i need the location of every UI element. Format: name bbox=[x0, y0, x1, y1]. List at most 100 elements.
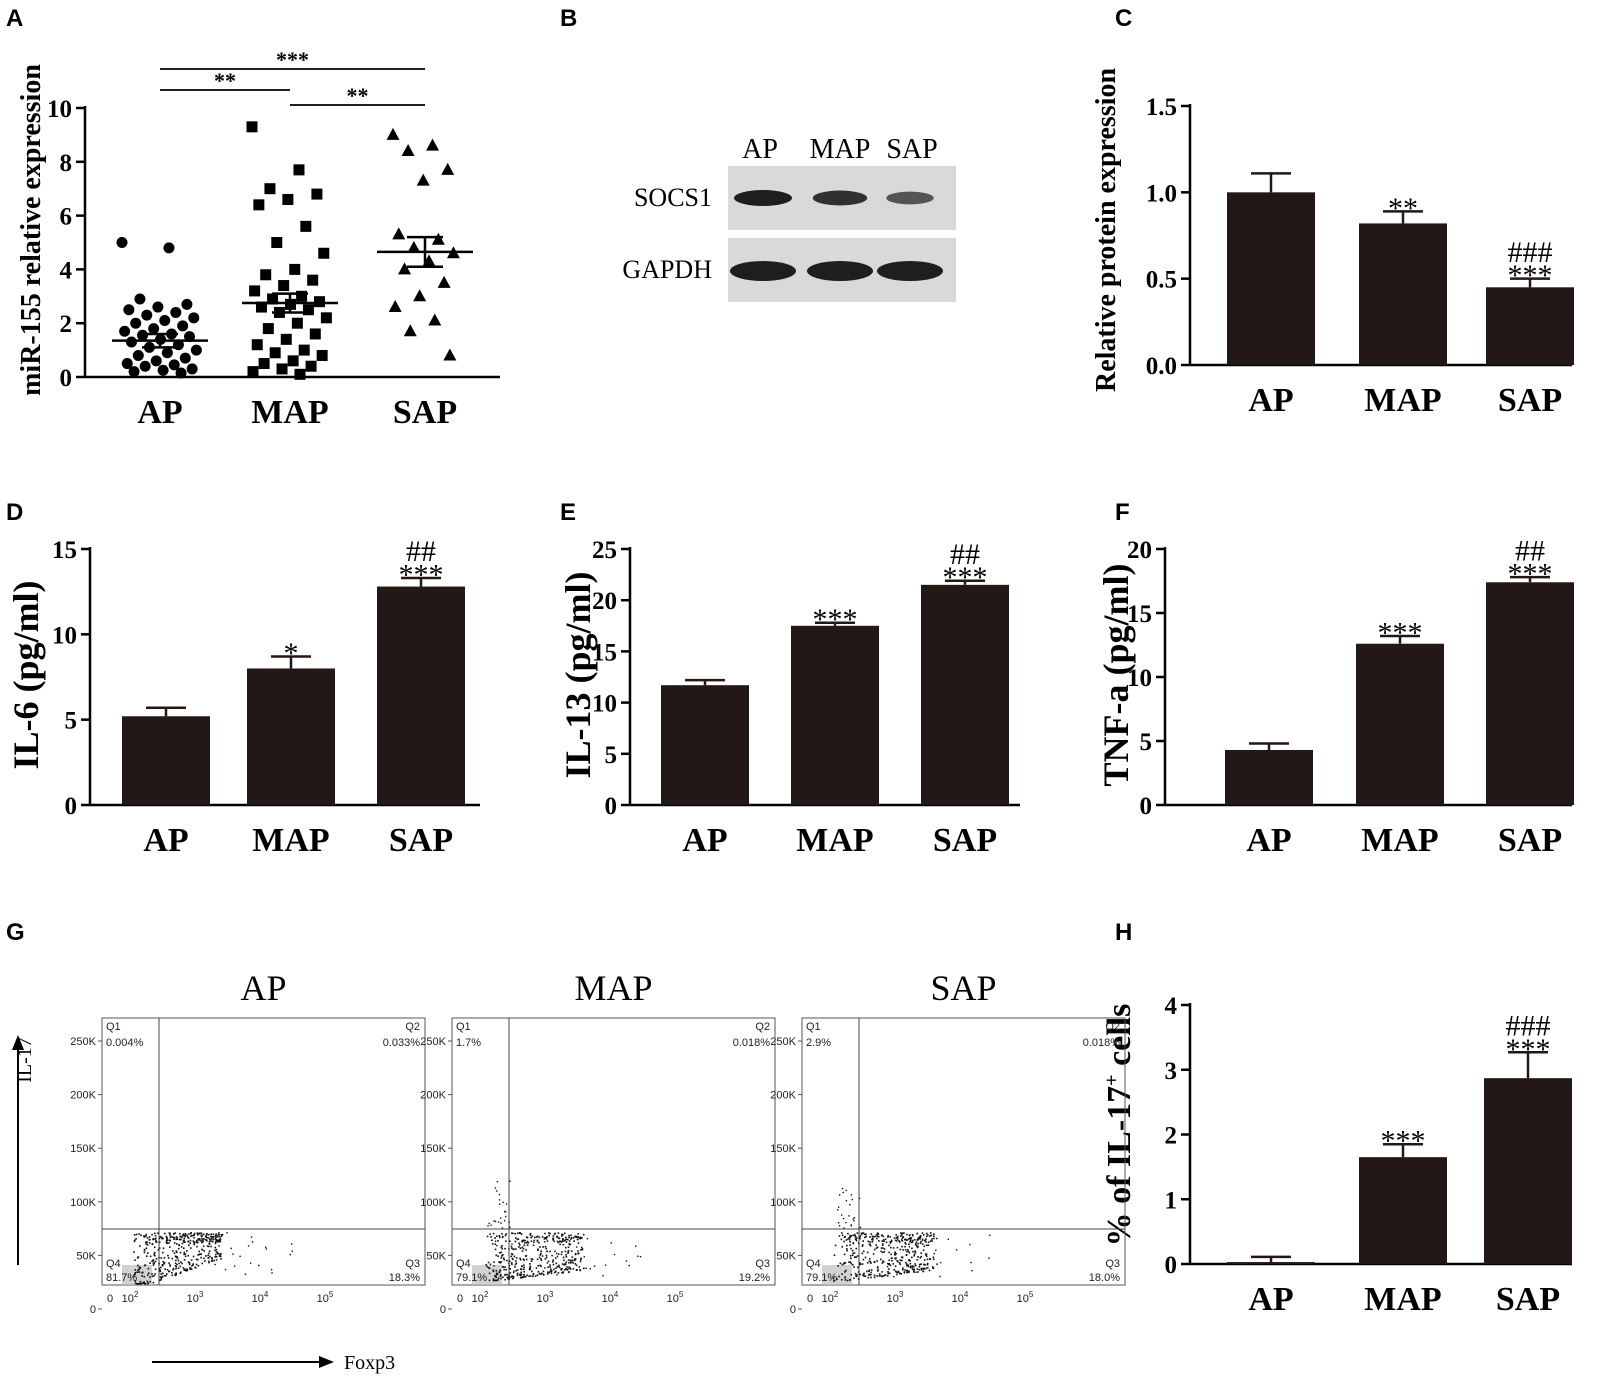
flow-event-dot bbox=[495, 1279, 498, 1282]
flow-event-dot bbox=[495, 1254, 498, 1257]
flow-event-dot bbox=[877, 1235, 880, 1238]
data-point-map bbox=[309, 328, 321, 340]
flow-event-dot bbox=[570, 1261, 572, 1263]
flow-event-dot bbox=[635, 1245, 637, 1247]
flow-x-tick-exp: 5 bbox=[329, 1290, 334, 1299]
flow-event-dot bbox=[202, 1233, 205, 1236]
flow-event-dot bbox=[861, 1252, 864, 1255]
flow-event-dot bbox=[165, 1274, 167, 1277]
data-point-sap bbox=[431, 232, 445, 245]
flow-event-dot bbox=[919, 1257, 922, 1259]
flow-event-dot bbox=[146, 1241, 149, 1244]
flow-event-dot bbox=[897, 1271, 899, 1274]
flow-event-dot bbox=[876, 1237, 878, 1240]
x-tick-label: AP bbox=[682, 822, 727, 859]
flow-event-dot bbox=[159, 1270, 162, 1273]
flow-event-dot bbox=[897, 1260, 899, 1263]
flow-event-dot bbox=[208, 1233, 210, 1236]
flow-event-dot bbox=[498, 1199, 501, 1201]
flow-event-dot bbox=[861, 1232, 863, 1235]
flow-event-dot bbox=[868, 1260, 870, 1262]
flow-event-dot bbox=[895, 1273, 898, 1276]
flow-event-dot bbox=[535, 1267, 538, 1269]
flow-event-dot bbox=[535, 1236, 538, 1238]
flow-event-dot bbox=[892, 1263, 895, 1265]
flow-event-dot bbox=[565, 1253, 567, 1256]
flow-event-dot bbox=[137, 1269, 139, 1271]
flow-event-dot bbox=[173, 1242, 176, 1244]
flow-event-dot bbox=[520, 1273, 523, 1276]
flow-event-dot bbox=[911, 1266, 913, 1268]
data-point-map bbox=[267, 293, 279, 305]
flow-event-dot bbox=[843, 1253, 846, 1256]
flow-event-dot bbox=[158, 1268, 161, 1270]
data-point-ap bbox=[184, 331, 196, 343]
flow-event-dot bbox=[507, 1278, 509, 1280]
flow-event-dot bbox=[208, 1238, 211, 1241]
flow-event-dot bbox=[494, 1187, 497, 1189]
flow-event-dot bbox=[134, 1273, 136, 1276]
flow-event-dot bbox=[494, 1243, 497, 1246]
flow-event-dot bbox=[176, 1263, 178, 1266]
y-tick-label: 5 bbox=[1140, 729, 1153, 756]
flow-event-dot bbox=[504, 1234, 507, 1237]
data-point-ap bbox=[130, 317, 142, 329]
flow-event-dot bbox=[862, 1232, 865, 1234]
flow-event-dot bbox=[514, 1232, 516, 1235]
flow-event-dot bbox=[905, 1263, 908, 1265]
flow-event-dot bbox=[910, 1256, 913, 1259]
flow-event-dot bbox=[220, 1233, 223, 1236]
flow-event-dot bbox=[841, 1263, 844, 1266]
flow-event-dot bbox=[138, 1245, 141, 1247]
flow-event-dot bbox=[519, 1258, 522, 1261]
flow-event-dot bbox=[208, 1237, 210, 1239]
flow-event-dot bbox=[566, 1268, 568, 1271]
flow-event-dot bbox=[176, 1238, 179, 1241]
significance-label-hash: ## bbox=[1515, 534, 1545, 567]
flow-event-dot bbox=[581, 1248, 584, 1251]
flow-event-dot bbox=[881, 1240, 883, 1242]
flow-event-dot bbox=[880, 1247, 883, 1249]
flow-event-dot bbox=[158, 1262, 160, 1265]
flow-event-dot bbox=[212, 1238, 215, 1241]
flow-event-dot bbox=[137, 1264, 139, 1267]
flow-quadrant-name: Q3 bbox=[1105, 1258, 1120, 1270]
flow-event-dot bbox=[136, 1257, 139, 1259]
flow-event-dot bbox=[138, 1266, 141, 1269]
flow-event-dot bbox=[911, 1233, 914, 1236]
flow-event-dot bbox=[925, 1232, 928, 1235]
flow-event-dot bbox=[505, 1268, 507, 1271]
flow-event-dot bbox=[843, 1262, 845, 1265]
y-tick-label: 10 bbox=[592, 691, 617, 718]
flow-quadrant-name: Q1 bbox=[456, 1021, 471, 1033]
flow-event-dot bbox=[133, 1251, 135, 1253]
flow-event-dot bbox=[850, 1262, 853, 1265]
y-tick-label: 0 bbox=[65, 793, 78, 820]
flow-event-dot bbox=[568, 1271, 570, 1273]
flow-event-dot bbox=[186, 1236, 189, 1238]
flow-event-dot bbox=[890, 1253, 892, 1256]
data-point-map bbox=[253, 199, 265, 211]
flow-event-dot bbox=[180, 1246, 183, 1248]
flow-event-dot bbox=[589, 1268, 591, 1270]
flow-event-dot bbox=[211, 1240, 214, 1243]
flow-event-dot bbox=[158, 1256, 160, 1259]
flow-x-axis-label: Foxp3 bbox=[344, 1352, 395, 1374]
flow-event-dot bbox=[505, 1273, 508, 1276]
flow-event-dot bbox=[184, 1232, 187, 1235]
flow-event-dot bbox=[521, 1265, 523, 1268]
flow-event-dot bbox=[503, 1268, 505, 1271]
flow-event-dot bbox=[865, 1235, 867, 1238]
flow-event-dot bbox=[503, 1219, 506, 1222]
flow-event-dot bbox=[187, 1254, 190, 1257]
flow-event-dot bbox=[932, 1258, 935, 1261]
significance-label: ** bbox=[347, 83, 369, 108]
flow-event-dot bbox=[522, 1247, 525, 1250]
flow-event-dot bbox=[520, 1271, 522, 1274]
flow-event-dot bbox=[134, 1272, 137, 1274]
flow-event-dot bbox=[504, 1247, 506, 1250]
flow-gray-region bbox=[822, 1265, 852, 1285]
flow-event-dot bbox=[539, 1254, 541, 1256]
flow-event-dot bbox=[557, 1253, 560, 1256]
flow-event-dot bbox=[148, 1242, 151, 1244]
